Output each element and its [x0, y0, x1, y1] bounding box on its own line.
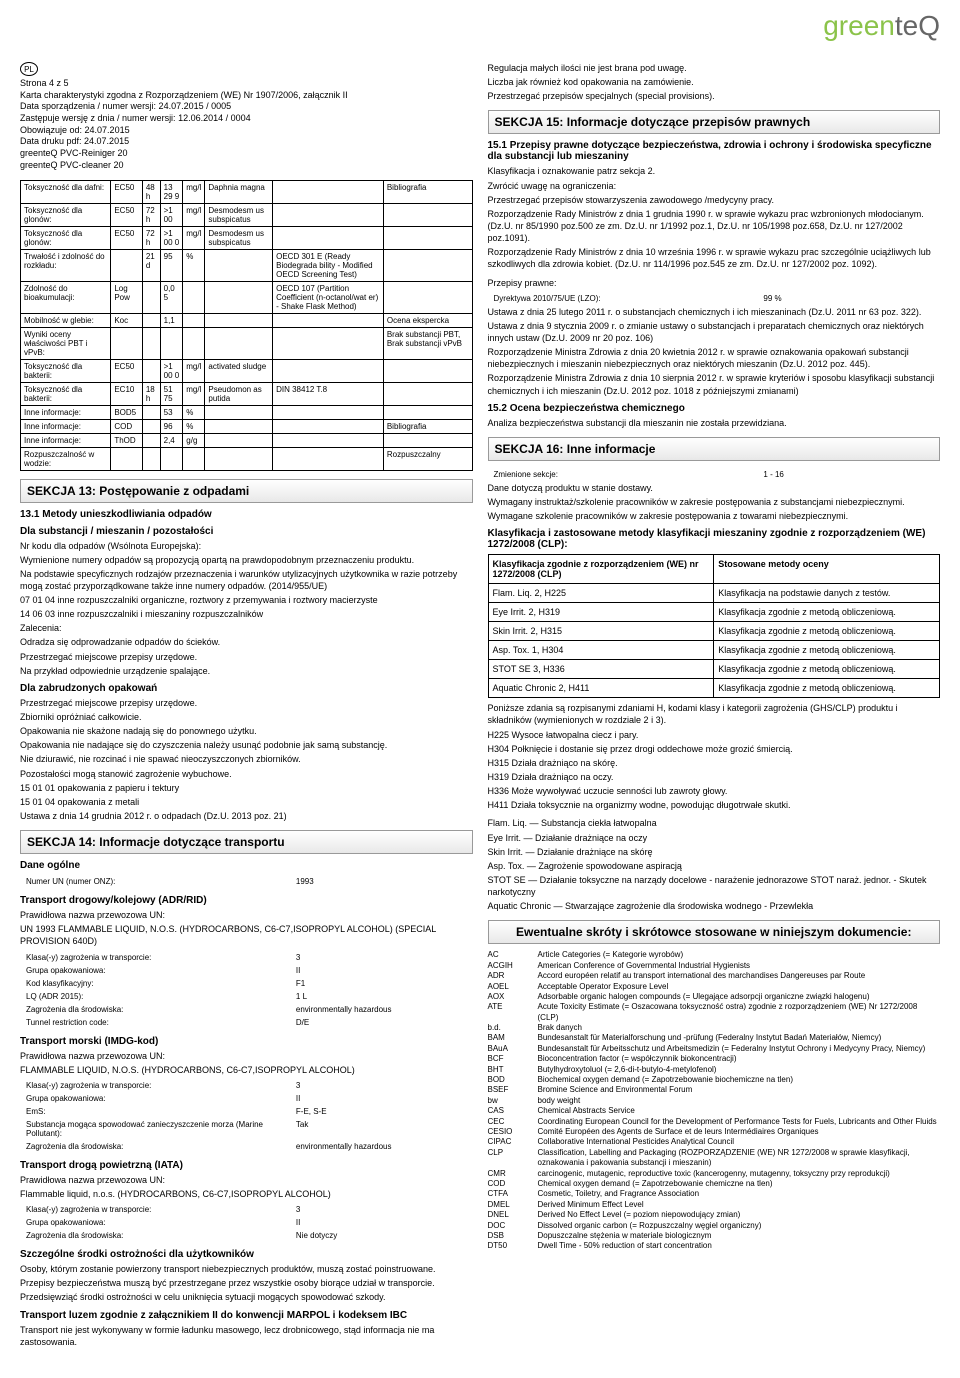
s15-body2: Ustawa z dnia 25 lutego 2011 r. o substa…	[488, 306, 941, 397]
adr-table: Klasa(-y) zagrożenia w transporcie:3Grup…	[20, 950, 473, 1030]
s15-sub1: 15.1 Przepisy prawne dotyczące bezpiecze…	[488, 140, 941, 162]
iata-hdr: Transport drogą powietrzną (IATA)	[20, 1160, 473, 1171]
adr-hdr: Transport drogowy/kolejowy (ADR/RID)	[20, 895, 473, 906]
toxicity-table: Toksyczność dla dafni:EC5048 h13 29 9mg/…	[20, 180, 473, 471]
section-13-header: SEKCJA 13: Postępowanie z odpadami	[20, 479, 473, 503]
right-intro: Regulacja małych ilości nie jest brana p…	[488, 62, 941, 102]
s15-sub2: 15.2 Ocena bezpieczeństwa chemicznego	[488, 403, 941, 414]
defs: Flam. Liq. — Substancja ciekła łatwopaln…	[488, 817, 941, 912]
imdg-hdr: Transport morski (IMDG-kod)	[20, 1036, 473, 1047]
s16-body1: Dane dotyczą produktu w stanie dostawy.W…	[488, 482, 941, 522]
s14-general: Dane ogólne	[20, 860, 473, 871]
section-14-header: SEKCJA 14: Informacje dotyczące transpor…	[20, 830, 473, 854]
sekcje-row: Zmienione sekcje:1 - 16	[488, 467, 941, 482]
s13-sub2: Dla substancji / mieszanin / pozostałośc…	[20, 526, 473, 537]
lang-badge: PL	[20, 62, 38, 76]
section-16-header: SEKCJA 16: Inne informacje	[488, 437, 941, 461]
doc-meta: Strona 4 z 5 Karta charakterystyki zgodn…	[20, 78, 473, 172]
s13-sub: 13.1 Metody unieszkodliwiania odpadów	[20, 509, 473, 520]
s13-sub3: Dla zabrudzonych opakowań	[20, 683, 473, 694]
logo: greenteQ	[0, 0, 960, 52]
marpol-hdr: Transport luzem zgodnie z załącznikiem I…	[20, 1310, 473, 1321]
imdg-table: Klasa(-y) zagrożenia w transporcie:3Grup…	[20, 1078, 473, 1154]
section-15-header: SEKCJA 15: Informacje dotyczące przepisó…	[488, 110, 941, 134]
s15-body1: Klasyfikacja i oznakowanie patrz sekcja …	[488, 165, 941, 270]
s13-body: Nr kodu dla odpadów (Wsólnota Europejska…	[20, 540, 473, 677]
un-table: Numer UN (numer ONZ):1993	[20, 874, 473, 889]
dyrektywa-row: Dyrektywa 2010/75/UE (LZO):99 %	[488, 291, 941, 306]
clp-sub: Klasyfikacja i zastosowane metody klasyf…	[488, 528, 941, 550]
s13-body2: Przestrzegać miejscowe przepisy urzędowe…	[20, 697, 473, 822]
clp-table: Klasyfikacja zgodnie z rozporządzeniem (…	[488, 554, 941, 698]
abbr-list: ACArticle Categories (= Kategorie wyrobó…	[488, 950, 941, 1251]
post-clp: Poniższe zdania są rozpisanymi zdaniami …	[488, 702, 941, 811]
iata-table: Klasa(-y) zagrożenia w transporcie:3Grup…	[20, 1202, 473, 1243]
special-body: Osoby, którym zostanie powierzony transp…	[20, 1263, 473, 1303]
abbr-header: Ewentualne skróty i skrótowce stosowane …	[488, 920, 941, 944]
special-hdr: Szczególne środki ostrożności dla użytko…	[20, 1249, 473, 1260]
